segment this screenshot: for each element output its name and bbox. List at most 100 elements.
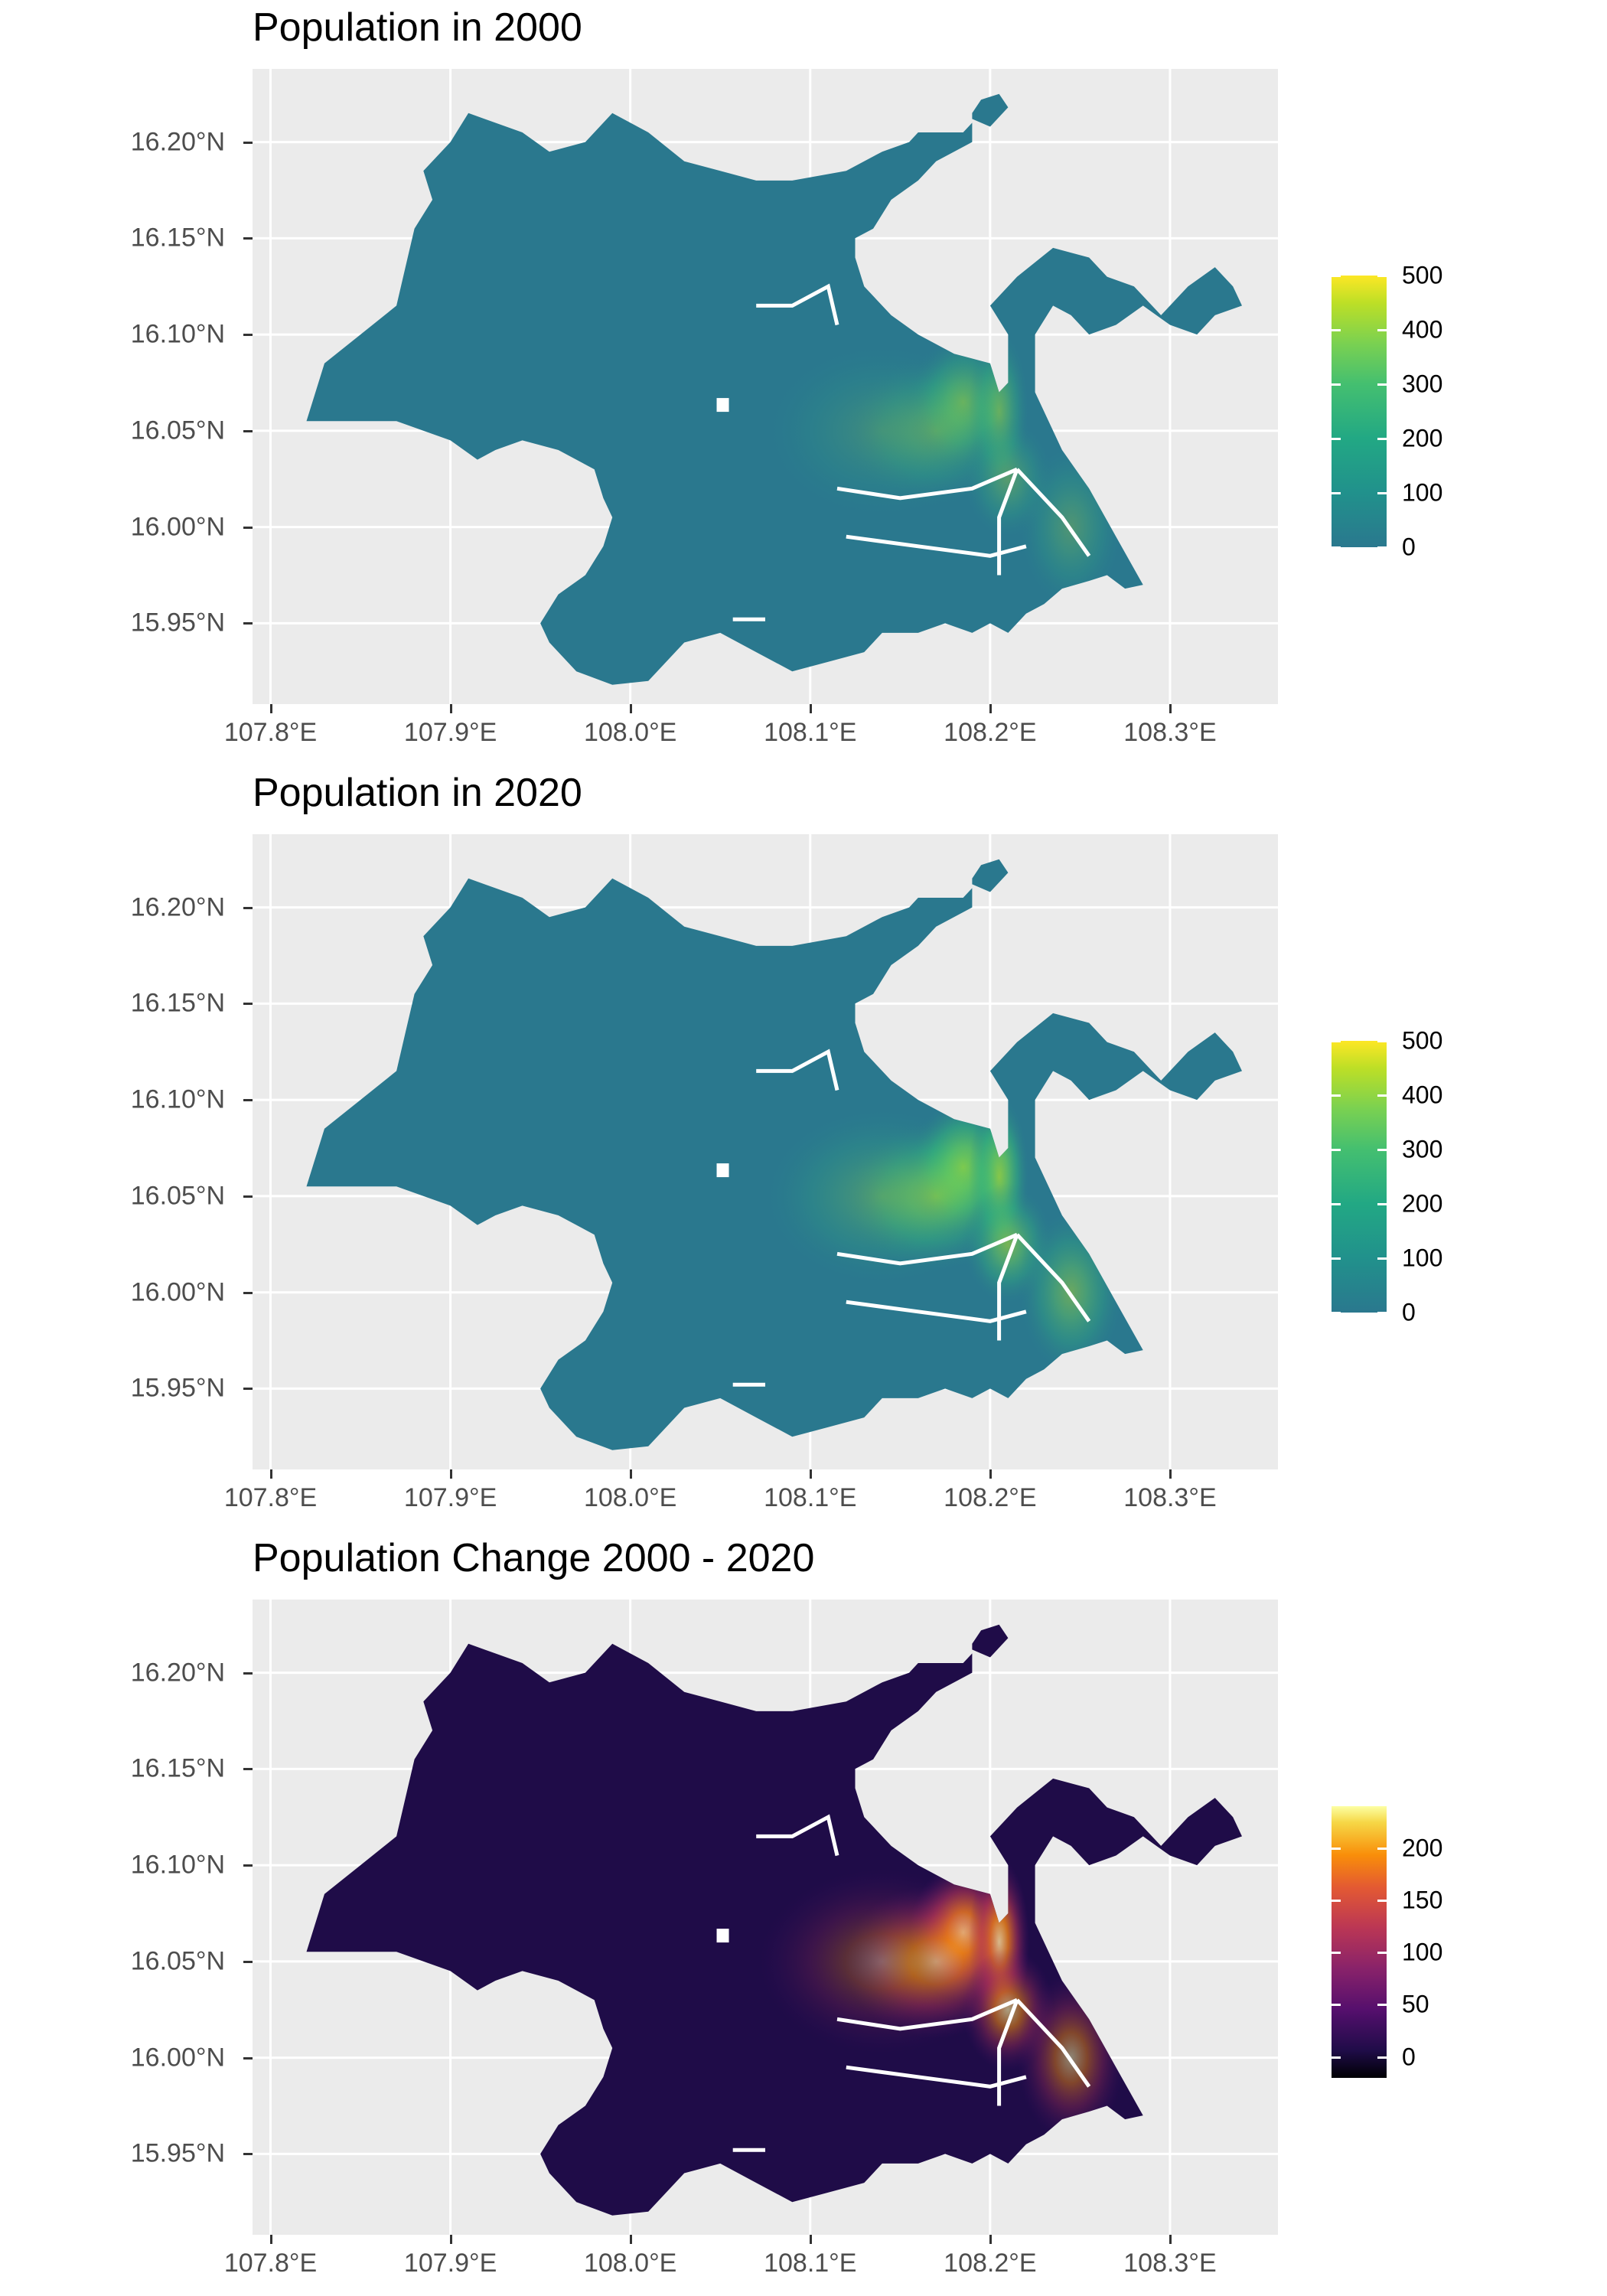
y-axis: 16.20°N 16.15°N 16.10°N 16.05°N 16.00°N 15.95… xyxy=(0,69,253,704)
y-axis: 16.20°N 16.15°N 16.10°N 16.05°N 16.00°N 15.95… xyxy=(0,834,253,1469)
x-tick-label: 107.9°E xyxy=(403,2249,497,2278)
y-tick-mark xyxy=(243,141,253,144)
panel-title: Population in 2000 xyxy=(253,5,582,50)
legend-tick xyxy=(1377,329,1387,331)
legend-colorbar xyxy=(1332,276,1387,547)
legend-label: 100 xyxy=(1402,1938,1443,1966)
x-tick-label: 108.3°E xyxy=(1123,1483,1217,1512)
hotspot xyxy=(759,338,1005,523)
y-tick-label: 16.05°N xyxy=(130,1946,225,1976)
legend-tick xyxy=(1377,1847,1387,1850)
x-tick-label: 108.2°E xyxy=(944,1483,1037,1512)
y-tick-mark xyxy=(243,237,253,240)
no-data-gap xyxy=(836,467,1019,501)
legend-label: 300 xyxy=(1402,1135,1443,1163)
x-tick-label: 107.8°E xyxy=(223,718,318,747)
x-tick-mark xyxy=(629,704,632,713)
x-tick-label: 108.1°E xyxy=(764,1483,857,1512)
y-tick-mark xyxy=(243,1291,253,1294)
legend-tick xyxy=(1332,2056,1341,2059)
x-tick-mark xyxy=(449,2235,452,2244)
x-axis: 107.8°E 107.9°E 108.0°E 108.1°E 108.2°E 108.3… xyxy=(224,1469,1278,1523)
y-tick-label: 15.95°N xyxy=(130,1373,225,1403)
map-plot-area xyxy=(253,834,1278,1469)
legend-tick xyxy=(1377,383,1387,386)
y-tick-mark xyxy=(243,1864,253,1867)
legend-colorbar xyxy=(1332,1041,1387,1313)
no-data-gap xyxy=(836,1232,1019,1266)
no-data-gap xyxy=(716,1163,729,1178)
map-svg xyxy=(253,69,1278,704)
legend-tick xyxy=(1377,1312,1387,1314)
legend-colorbar xyxy=(1332,1806,1387,2078)
y-tick-label: 16.00°N xyxy=(130,512,225,542)
x-tick-label: 108.3°E xyxy=(1123,2249,1217,2278)
x-tick-mark xyxy=(989,2235,992,2244)
no-data-gap xyxy=(846,1300,1027,1323)
no-data-gap xyxy=(836,1998,1019,2031)
panel-title: Population Change 2000 - 2020 xyxy=(253,1536,815,1580)
x-tick-label: 108.1°E xyxy=(764,2249,857,2278)
y-tick-label: 16.15°N xyxy=(130,988,225,1018)
legend-tick xyxy=(1377,1203,1387,1205)
x-tick-mark xyxy=(989,704,992,713)
panel-title: Population in 2020 xyxy=(253,771,582,815)
no-data-gap xyxy=(756,1814,839,1857)
legend-tick xyxy=(1377,2004,1387,2007)
no-data-gap xyxy=(846,534,1027,558)
y-tick-label: 16.20°N xyxy=(130,892,225,922)
hotspot xyxy=(759,1869,1005,2053)
legend-tick xyxy=(1332,1847,1341,1850)
y-tick-label: 15.95°N xyxy=(130,608,225,638)
y-tick-label: 16.15°N xyxy=(130,223,225,253)
no-data-gap xyxy=(846,2065,1027,2089)
x-tick-mark xyxy=(1169,1469,1172,1479)
legend-tick xyxy=(1377,546,1387,549)
no-data-gap xyxy=(997,1234,1019,1341)
map-plot-area xyxy=(253,1600,1278,2235)
x-tick-label: 108.1°E xyxy=(764,718,857,747)
legend-tick xyxy=(1377,1149,1387,1151)
map-svg xyxy=(253,834,1278,1469)
legend-tick xyxy=(1377,1952,1387,1955)
islet-shape xyxy=(972,859,1009,892)
y-axis: 16.20°N 16.15°N 16.10°N 16.05°N 16.00°N 15.95… xyxy=(0,1600,253,2235)
legend-label: 200 xyxy=(1402,424,1443,452)
legend-tick xyxy=(1332,1149,1341,1151)
no-data-gap xyxy=(1015,1998,1091,2088)
y-tick-label: 16.10°N xyxy=(130,1084,225,1114)
y-tick-mark xyxy=(243,1003,253,1006)
y-tick-mark xyxy=(243,1099,253,1102)
x-tick-label: 108.3°E xyxy=(1123,718,1217,747)
no-data-gap xyxy=(756,1049,839,1091)
x-axis: 107.8°E 107.9°E 108.0°E 108.1°E 108.2°E 108.3… xyxy=(224,704,1278,758)
x-tick-mark xyxy=(449,704,452,713)
y-tick-mark xyxy=(243,1388,253,1391)
legend-tick xyxy=(1332,329,1341,331)
legend-tick xyxy=(1332,1094,1341,1097)
y-tick-label: 16.20°N xyxy=(130,1658,225,1688)
density-hotspots xyxy=(759,1092,1125,1377)
y-tick-mark xyxy=(243,429,253,432)
legend-tick xyxy=(1377,1094,1387,1097)
x-tick-label: 108.0°E xyxy=(583,718,677,747)
no-data-gap xyxy=(1015,1233,1091,1322)
x-tick-label: 108.2°E xyxy=(944,2249,1037,2278)
legend-tick xyxy=(1377,275,1387,277)
x-tick-label: 107.9°E xyxy=(403,1483,497,1512)
panel-population-2020: Population in 2020 16.20°N 16.15°N 16.10°N… xyxy=(0,765,1607,1531)
legend-label: 400 xyxy=(1402,315,1443,344)
x-tick-label: 107.8°E xyxy=(223,2249,318,2278)
legend-label: 150 xyxy=(1402,1886,1443,1914)
legend-label: 500 xyxy=(1402,1026,1443,1055)
x-tick-mark xyxy=(1169,704,1172,713)
legend-tick xyxy=(1332,438,1341,440)
legend-tick xyxy=(1377,492,1387,494)
y-tick-mark xyxy=(243,622,253,625)
x-tick-mark xyxy=(629,2235,632,2244)
x-tick-mark xyxy=(629,1469,632,1479)
y-tick-label: 16.10°N xyxy=(130,319,225,349)
no-data-gap xyxy=(756,283,839,326)
y-tick-mark xyxy=(243,906,253,909)
no-data-gap xyxy=(997,468,1019,576)
